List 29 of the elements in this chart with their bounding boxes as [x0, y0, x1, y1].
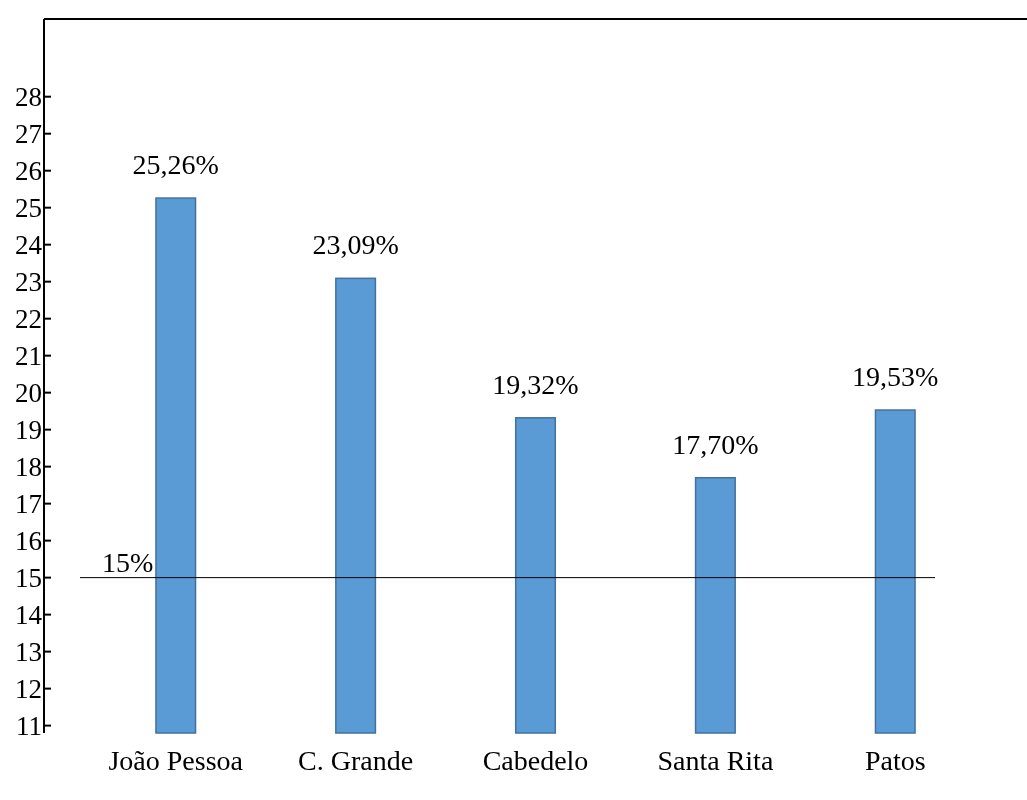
y-tick-label: 26 [15, 156, 42, 187]
data-label: 19,53% [852, 361, 939, 393]
y-tick-label: 11 [16, 711, 42, 742]
y-tick-label: 12 [15, 674, 42, 705]
x-tick-label: C. Grande [298, 745, 414, 776]
y-tick-label: 16 [15, 526, 42, 557]
x-tick-label: João Pessoa [108, 745, 244, 776]
y-tick-label: 22 [15, 304, 42, 335]
y-tick-label: 21 [15, 341, 42, 372]
x-tick-label: Patos [864, 745, 926, 776]
y-tick-label: 15 [15, 563, 42, 594]
y-tick-label: 13 [15, 637, 42, 668]
y-tick-label: 23 [15, 267, 42, 298]
y-tick-label: 19 [15, 415, 42, 446]
data-label: 25,26% [132, 149, 219, 181]
x-tick-label: Santa Rita [657, 745, 774, 776]
data-label: 17,70% [672, 428, 759, 460]
y-tick-label: 14 [15, 600, 43, 631]
y-tick-label: 27 [15, 119, 42, 150]
data-label: 19,32% [492, 368, 579, 400]
data-label: 23,09% [312, 229, 399, 261]
y-tick-label: 20 [15, 378, 42, 409]
x-tick-label: Cabedelo [482, 745, 589, 776]
y-tick-label: 18 [15, 452, 42, 483]
y-tick-label: 24 [15, 230, 43, 261]
y-tick-label: 25 [15, 193, 42, 224]
y-tick-label: 17 [15, 489, 42, 520]
ref-line-label: 15% [102, 546, 154, 578]
y-tick-label: 28 [15, 82, 42, 113]
